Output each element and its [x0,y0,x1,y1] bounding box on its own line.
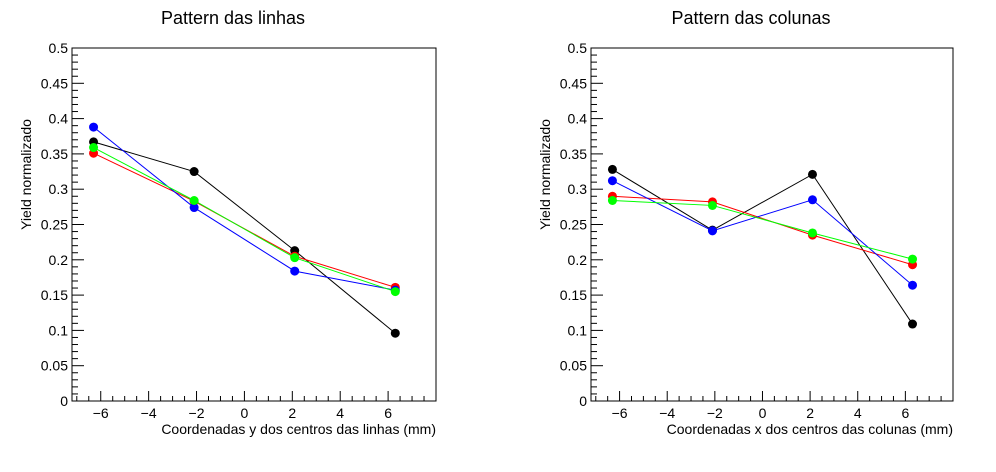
series-line [612,169,913,325]
y-tick-label: 0.25 [41,217,68,233]
data-point [908,254,918,264]
series-3 [607,195,918,264]
y-tick-label: 0.1 [568,322,588,338]
data-point [908,319,918,329]
x-tick-label: −2 [189,405,205,421]
series-line [612,195,913,266]
data-point [390,328,400,338]
y-tick-label: 0.4 [49,111,69,127]
y-tick-label: 0.35 [41,146,68,162]
x-tick-label: −4 [141,405,157,421]
y-tick-label: 0.35 [560,146,587,162]
chart-title: Pattern das linhas [161,8,305,28]
y-tick-label: 0.5 [49,40,69,56]
data-point [908,280,918,290]
y-tick-label: 0 [579,393,587,409]
series-line [93,147,396,293]
x-tick-label: −4 [659,405,675,421]
y-axis-label: Yield normalizado [18,119,34,230]
y-tick-label: 0.1 [49,322,69,338]
data-point [807,169,817,179]
x-tick-label: 4 [336,405,344,421]
series-line [612,199,913,260]
series-1 [607,191,918,270]
data-point [189,203,199,213]
y-tick-label: 0.15 [560,287,587,303]
data-point [189,167,199,177]
y-tick-label: 0.05 [41,358,68,374]
x-tick-label: 4 [854,405,862,421]
plot-frame [590,47,954,402]
chart-panel-linhas: Pattern das linhas Yield normalizado Coo… [18,8,437,437]
series-line [612,180,913,286]
y-tick-label: 0.5 [568,40,588,56]
x-tick-label: 2 [288,405,296,421]
data-point [607,164,617,174]
y-tick-label: 0.45 [560,75,587,91]
y-tick-label: 0.3 [49,181,69,197]
x-tick-label: 0 [241,405,249,421]
data-point [189,195,199,205]
data-point [707,200,717,210]
series-2 [607,176,918,290]
chart-panel-colunas: Pattern das colunas Yield normalizado Co… [537,8,954,437]
y-tick-label: 0.05 [560,358,587,374]
series-line [93,152,396,288]
y-tick-label: 0.3 [568,181,588,197]
data-point [89,143,99,153]
data-point [707,226,717,236]
series-line [93,126,396,291]
y-tick-label: 0.45 [41,75,68,91]
data-point [807,195,817,205]
x-axis-label: Coordenadas y dos centros das linhas (mm… [161,421,436,437]
x-axis-label: Coordenadas x dos centros das colunas (m… [667,421,953,437]
plot-frame [71,47,437,402]
series-0 [607,164,918,329]
x-tick-label: 0 [759,405,767,421]
data-point [290,253,300,263]
x-tick-label: −2 [707,405,723,421]
x-tick-label: −6 [93,405,109,421]
y-tick-label: 0.4 [568,111,588,127]
x-tick-label: 6 [901,405,909,421]
data-point [89,122,99,132]
series-line [93,141,396,334]
data-point [607,195,617,205]
series-2 [89,122,400,295]
y-tick-label: 0.2 [49,252,69,268]
y-tick-label: 0.25 [560,217,587,233]
y-tick-label: 0.15 [41,287,68,303]
data-point [290,266,300,276]
x-tick-label: 6 [384,405,392,421]
data-point [607,176,617,186]
data-point [390,287,400,297]
x-tick-label: −6 [612,405,628,421]
y-axis-label: Yield normalizado [537,119,553,230]
y-tick-label: 0.2 [568,252,588,268]
y-tick-label: 0 [60,393,68,409]
series-3 [89,143,400,297]
x-tick-label: 2 [806,405,814,421]
chart-title: Pattern das colunas [671,8,830,28]
series-0 [89,137,400,338]
data-point [807,228,817,238]
